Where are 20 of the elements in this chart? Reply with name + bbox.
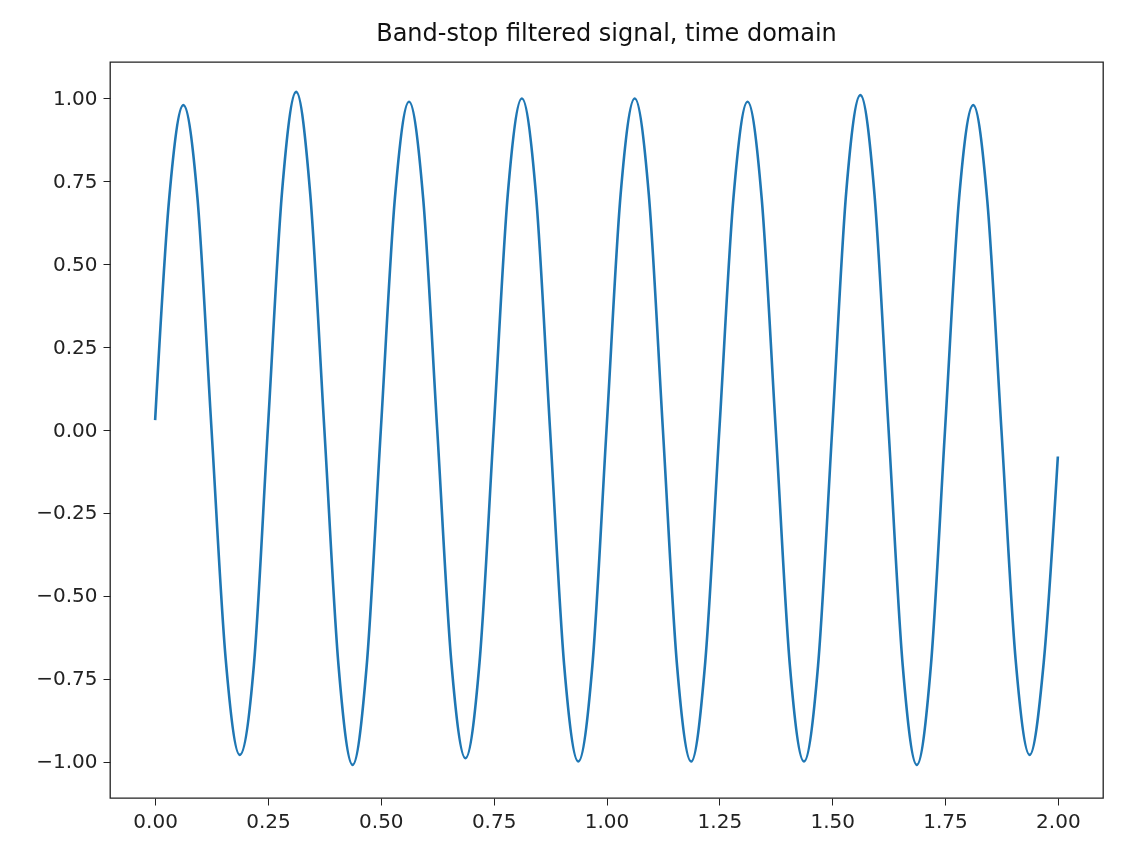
- y-tick-label: 0.25: [52, 334, 98, 359]
- y-tick-label: −1.00: [36, 749, 98, 774]
- y-tick-label: −0.75: [36, 666, 98, 691]
- x-tick-label: 1.25: [697, 808, 743, 833]
- chart-title: Band-stop filtered signal, time domain: [376, 19, 837, 47]
- x-tick-label: 1.75: [923, 808, 968, 833]
- y-tick-label: 0.50: [52, 251, 98, 276]
- x-tick-label: 1.50: [810, 808, 855, 833]
- x-tick-label: 0.75: [471, 808, 517, 833]
- x-tick-label: 0.50: [359, 808, 404, 833]
- y-tick-label: 0.75: [52, 168, 98, 193]
- y-tick-label: −0.25: [36, 500, 98, 525]
- x-tick-label: 1.00: [584, 808, 630, 833]
- y-tick-label: 1.00: [52, 85, 98, 110]
- x-tick-label: 0.00: [133, 808, 178, 833]
- x-tick-label: 2.00: [1036, 808, 1081, 833]
- line-series: [153, 90, 1060, 767]
- y-tick-label: 0.00: [52, 417, 98, 442]
- x-tick-label: 0.25: [246, 808, 291, 833]
- y-tick-label: −0.50: [36, 583, 98, 608]
